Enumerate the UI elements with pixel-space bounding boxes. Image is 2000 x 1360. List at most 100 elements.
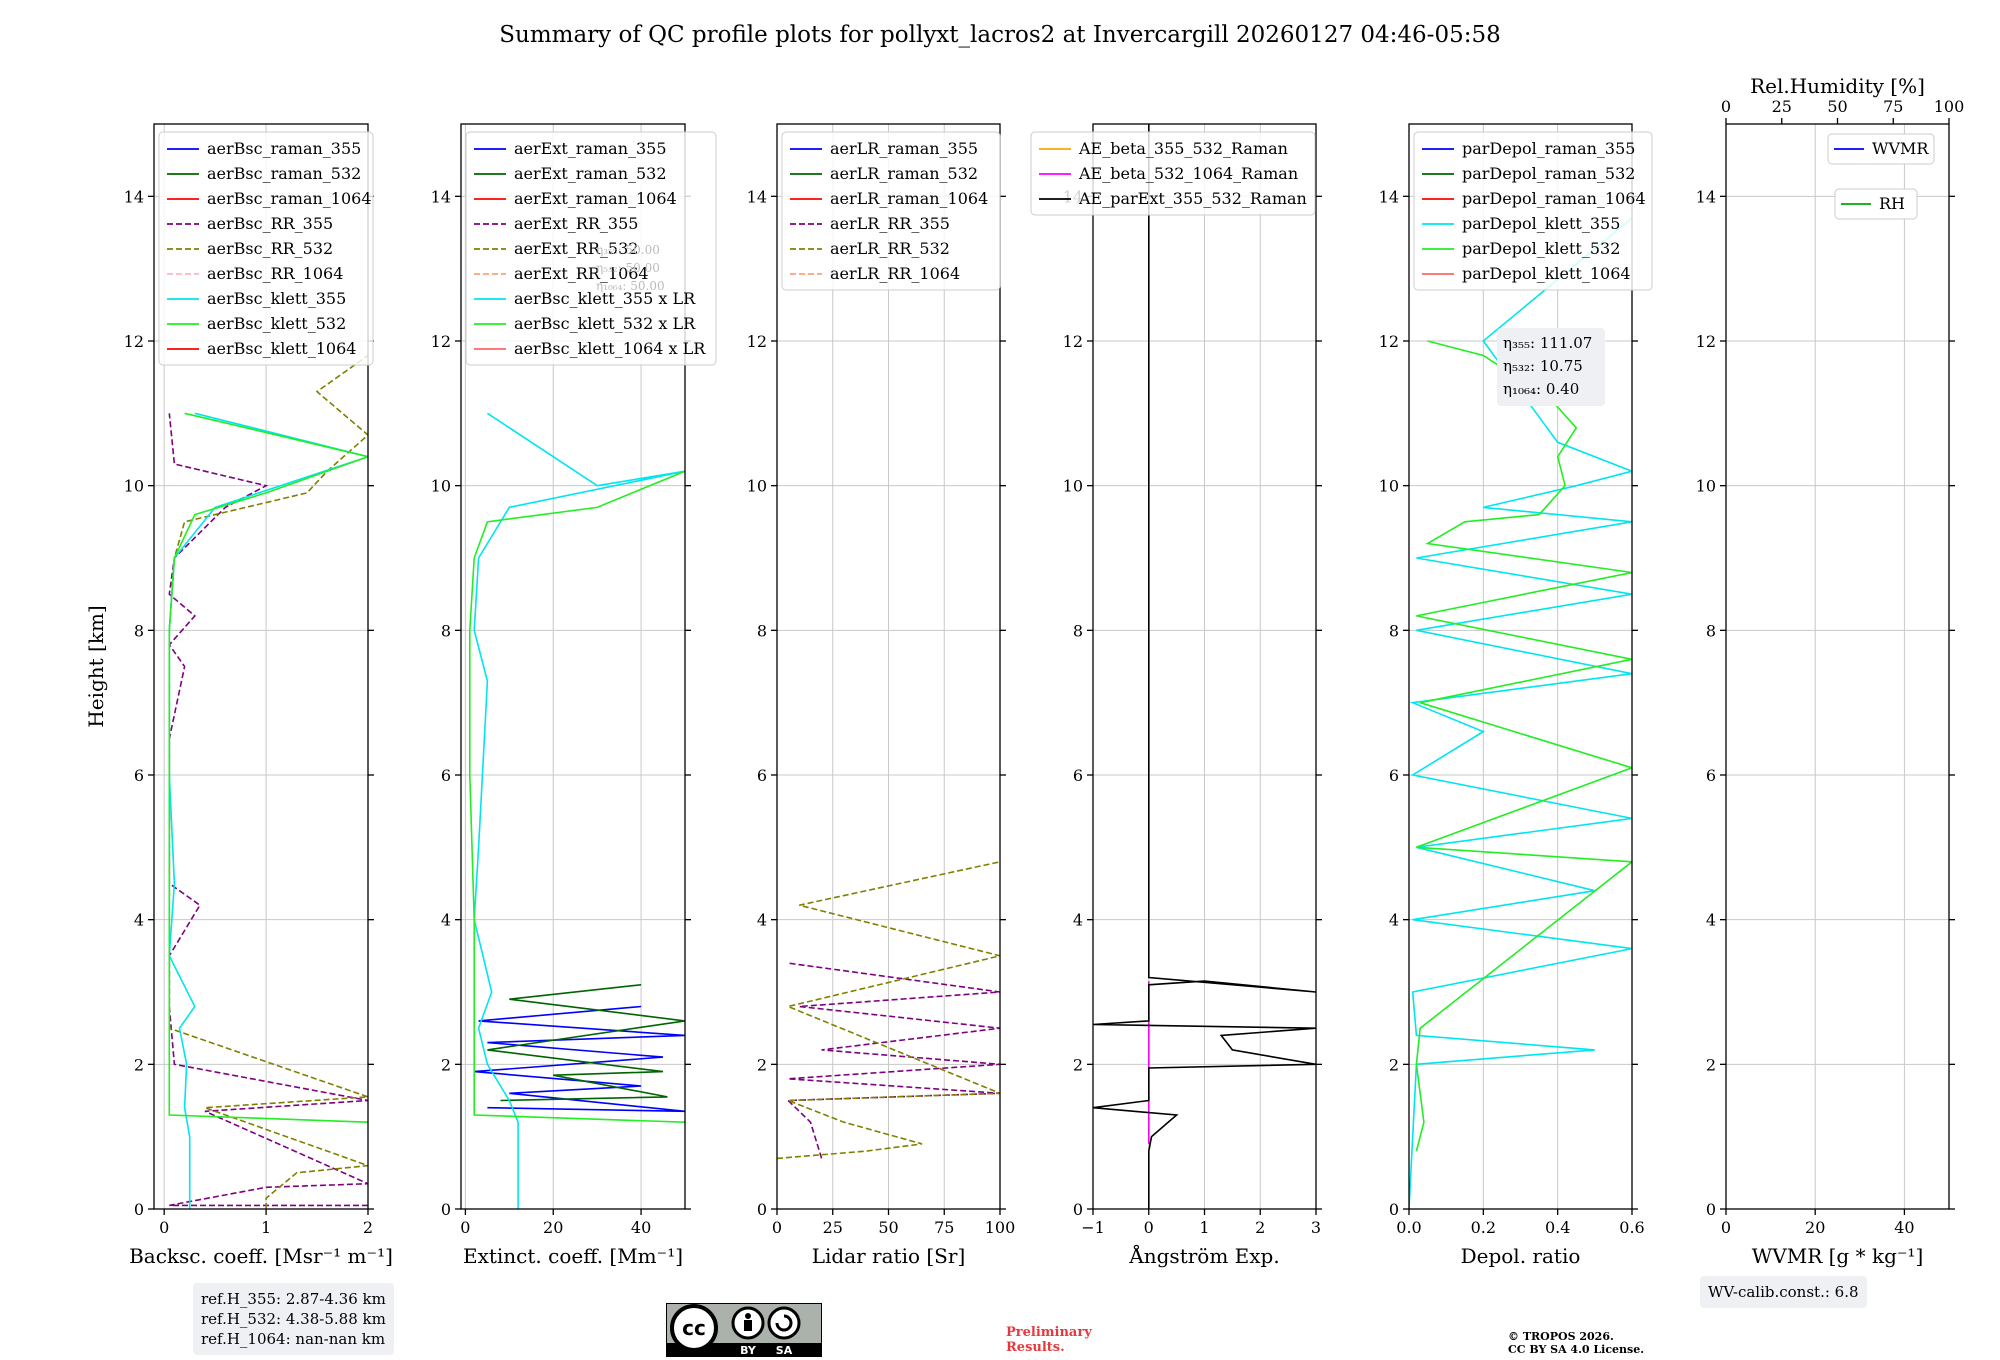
x-tick-label: 50	[878, 1218, 898, 1237]
x-tick-label: −1	[1081, 1218, 1105, 1237]
legend-entry: aerBsc_klett_355 x LR	[514, 289, 696, 308]
y-tick-label: 10	[1063, 477, 1083, 496]
x-tick-label: 0.6	[1619, 1218, 1644, 1237]
legend-box	[1030, 131, 1316, 216]
y-tick-label: 8	[1706, 621, 1716, 640]
legend-box	[1834, 188, 1918, 220]
y-axis-label: Height [km]	[84, 605, 108, 727]
axes-frame	[1408, 123, 1633, 1210]
x-tick-label: 0	[460, 1218, 470, 1237]
y-tick-label: 2	[1389, 1055, 1399, 1074]
y-tick-label: 8	[441, 621, 451, 640]
series-line-aerbsc-klett-532-x-lr	[469, 470, 685, 1123]
x-tick-label: 20	[543, 1218, 563, 1237]
annotation-text: η₁₀₆₄: 50.00	[596, 279, 665, 293]
legend-entry: aerExt_raman_532	[514, 164, 667, 183]
y-tick-label: 0	[441, 1200, 451, 1219]
top-x-tick-label: 25	[1772, 97, 1792, 116]
legend-box	[781, 131, 1001, 291]
annotation-text: η₁₀₆₄: 0.40	[1503, 380, 1579, 398]
y-tick-label: 6	[1706, 766, 1716, 785]
legend-entry: AE_beta_355_532_Raman	[1078, 139, 1288, 158]
legend-box	[158, 131, 374, 366]
y-tick-label: 8	[757, 621, 767, 640]
wv-calib-constant: WV-calib.const.: 6.8	[1708, 1283, 1859, 1301]
annotation-box	[1497, 328, 1605, 406]
cc-logo-text: cc	[682, 1316, 706, 1340]
x-axis-label: Extinct. coeff. [Mm⁻¹]	[463, 1244, 683, 1268]
series-line-pardepol-klett-532	[1415, 340, 1632, 1152]
legend-entry: aerExt_RR_1064	[514, 264, 649, 283]
y-tick-label: 10	[431, 477, 451, 496]
x-tick-label: 0.2	[1471, 1218, 1496, 1237]
legend-entry: aerExt_raman_355	[514, 139, 667, 158]
legend-entry: aerBsc_raman_532	[207, 164, 361, 183]
wv-calibration-box: WV-calib.const.: 6.8	[1700, 1276, 1867, 1308]
y-tick-label: 8	[1073, 621, 1083, 640]
legend-entry: aerBsc_RR_1064	[207, 264, 343, 283]
legend-entry: parDepol_raman_355	[1462, 139, 1635, 158]
y-tick-label: 10	[1696, 477, 1716, 496]
y-tick-label: 14	[431, 187, 451, 206]
legend-entry: parDepol_klett_1064	[1462, 264, 1631, 283]
series-line-aerext-raman-532	[487, 984, 685, 1102]
axes-frame	[460, 123, 686, 1210]
y-tick-label: 4	[441, 911, 451, 930]
top-x-tick-label: 100	[1934, 97, 1965, 116]
legend-entry: aerBsc_klett_355	[207, 289, 346, 308]
legend-entry: parDepol_klett_355	[1462, 214, 1620, 233]
x-axis-label: Depol. ratio	[1461, 1244, 1581, 1268]
series-line-aerlr-rr-355	[786, 962, 1000, 1159]
annotation-text: η₅₃₂: 50.00	[596, 261, 660, 275]
cc-by-sa-license-badge: cc BY SA	[666, 1303, 822, 1357]
x-tick-label: 3	[1311, 1218, 1321, 1237]
legend-entry: aerLR_RR_532	[830, 239, 950, 258]
top-x-tick-label: 0	[1721, 97, 1731, 116]
legend-entry: aerExt_raman_1064	[514, 189, 677, 208]
y-tick-label: 12	[431, 332, 451, 351]
y-tick-label: 12	[747, 332, 767, 351]
legend-entry: aerLR_RR_355	[830, 214, 950, 233]
y-tick-label: 2	[441, 1055, 451, 1074]
y-tick-label: 2	[1706, 1055, 1716, 1074]
y-tick-label: 14	[1379, 187, 1399, 206]
x-axis-label: Ångström Exp.	[1128, 1243, 1279, 1268]
series-line-pardepol-klett-355	[1409, 217, 1632, 1209]
annotation-text: η₃₅₅: 111.07	[1503, 334, 1592, 352]
reference-height-box: ref.H_355: 2.87-4.36 km ref.H_532: 4.38-…	[193, 1283, 394, 1355]
panel-extinction: 0 2 4 6 8 10 12 14 0 20 40 Extinct. coeff. [Mm⁻¹] ae…	[431, 123, 717, 1268]
series-line-aerbsc-klett-532	[168, 412, 368, 1123]
annotation-text: η₅₃₂: 10.75	[1503, 357, 1583, 375]
y-tick-label: 6	[1073, 766, 1083, 785]
legend-entry: aerBsc_raman_1064	[207, 189, 372, 208]
series-line-aerext-raman-355	[474, 1005, 685, 1113]
series-line-aerlr-rr-532	[777, 861, 1000, 1160]
legend-entry: aerBsc_klett_1064	[207, 339, 356, 358]
x-tick-label: 75	[934, 1218, 954, 1237]
panel-wvmr: 0 2 4 6 8 10 12 14 0 20 40 WVMR [g * kg⁻¹] 0 25 50 75 10…	[1696, 74, 1965, 1268]
series-line-aerbsc-klett-355	[168, 412, 368, 1209]
x-tick-label: 20	[1805, 1218, 1825, 1237]
ref-height-532: ref.H_532: 4.38-5.88 km	[201, 1310, 386, 1328]
legend-entry: aerExt_RR_532	[514, 239, 638, 258]
x-tick-label: 2	[363, 1218, 373, 1237]
legend-entry: aerLR_raman_1064	[830, 189, 988, 208]
series-line-ae-parext-355-532-raman	[1093, 124, 1316, 1209]
y-tick-label: 4	[1706, 911, 1716, 930]
legend-entry: aerExt_RR_355	[514, 214, 638, 233]
legend-box	[1827, 133, 1935, 165]
y-tick-label: 2	[1073, 1055, 1083, 1074]
share-alike-icon	[767, 1306, 801, 1340]
y-tick-label: 6	[1389, 766, 1399, 785]
x-tick-label: 0	[772, 1218, 782, 1237]
y-tick-label: 12	[1063, 332, 1083, 351]
y-tick-label: 4	[1073, 911, 1083, 930]
legend-entry: AE_parExt_355_532_Raman	[1078, 189, 1307, 208]
axes-frame	[1725, 123, 1950, 1210]
legend-entry: aerBsc_RR_532	[207, 239, 333, 258]
legend-entry: aerBsc_RR_355	[207, 214, 333, 233]
x-axis-label: Backsc. coeff. [Msr⁻¹ m⁻¹]	[129, 1244, 393, 1268]
x-axis-label: Lidar ratio [Sr]	[812, 1244, 966, 1268]
y-tick-label: 6	[757, 766, 767, 785]
